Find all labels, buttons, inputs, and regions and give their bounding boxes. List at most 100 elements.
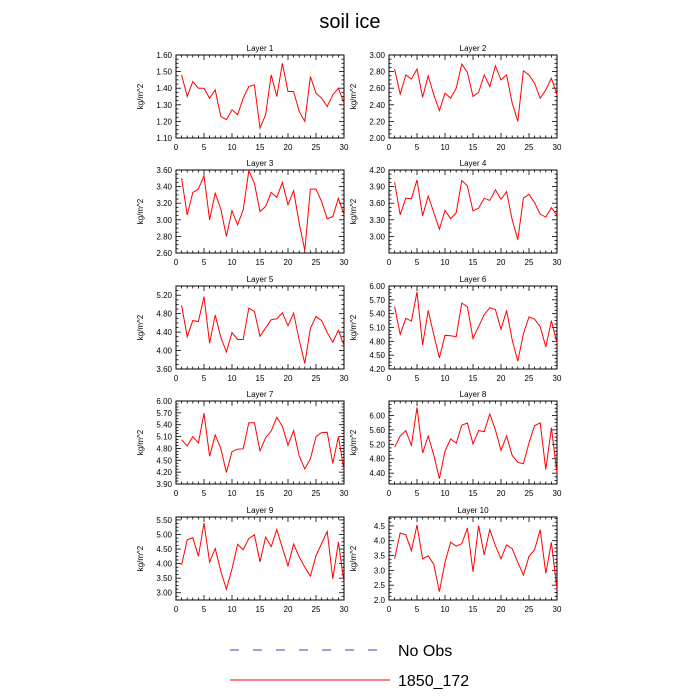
panels: Layer 1 kg/m^2 0 5 10 15 20 25 30 1.10 1.20 1.30 1.4… — [136, 44, 562, 614]
x-tick-label: 0 — [174, 143, 179, 152]
panel-layer-9: Layer 9 kg/m^2 0 5 10 15 20 25 30 3.00 3.50 4.00 4.5… — [136, 506, 349, 614]
x-tick-label: 0 — [387, 489, 392, 498]
x-tick-label: 10 — [228, 374, 237, 383]
y-axis-label: kg/m^2 — [349, 314, 358, 340]
y-tick-label: 4.80 — [369, 455, 385, 464]
panel-title: Layer 6 — [460, 275, 487, 284]
x-tick-label: 30 — [340, 605, 349, 614]
y-tick-label: 5.20 — [369, 440, 385, 449]
x-tick-label: 5 — [415, 605, 420, 614]
x-tick-label: 5 — [202, 374, 207, 383]
y-axis-label: kg/m^2 — [136, 83, 145, 109]
y-axis-label: kg/m^2 — [136, 198, 145, 224]
x-tick-label: 0 — [387, 143, 392, 152]
y-tick-label: 4.50 — [156, 456, 172, 465]
x-tick-label: 0 — [387, 605, 392, 614]
panel-title: Layer 8 — [460, 390, 487, 399]
panel-title: Layer 2 — [460, 44, 487, 53]
x-tick-label: 15 — [469, 143, 478, 152]
plot-frame — [388, 285, 558, 370]
y-tick-label: 5.40 — [369, 310, 385, 319]
x-tick-label: 25 — [525, 605, 534, 614]
x-tick-label: 0 — [174, 374, 179, 383]
y-tick-label: 3.60 — [156, 365, 172, 374]
panel-title: Layer 4 — [460, 159, 487, 168]
y-tick-label: 1.60 — [156, 51, 172, 60]
x-tick-label: 10 — [441, 143, 450, 152]
series-line — [181, 413, 345, 473]
x-tick-label: 20 — [284, 143, 293, 152]
x-tick-label: 20 — [284, 489, 293, 498]
x-tick-label: 30 — [553, 258, 562, 267]
x-tick-label: 15 — [256, 489, 265, 498]
y-tick-label: 2.40 — [369, 101, 385, 110]
x-tick-label: 20 — [497, 143, 506, 152]
y-tick-label: 6.00 — [369, 411, 385, 420]
x-tick-label: 20 — [284, 374, 293, 383]
panel-title: Layer 5 — [247, 275, 274, 284]
x-tick-label: 25 — [525, 258, 534, 267]
y-tick-label: 3.00 — [369, 232, 385, 241]
plot-frame — [175, 285, 345, 370]
x-tick-label: 25 — [525, 374, 534, 383]
y-axis-label: kg/m^2 — [136, 314, 145, 340]
y-tick-label: 5.50 — [156, 516, 172, 525]
y-tick-label: 1.30 — [156, 101, 172, 110]
y-tick-label: 3.50 — [156, 574, 172, 583]
y-tick-label: 6.00 — [156, 397, 172, 406]
y-tick-label: 3.00 — [156, 216, 172, 225]
y-tick-label: 5.60 — [369, 426, 385, 435]
x-tick-label: 30 — [340, 258, 349, 267]
y-tick-label: 5.70 — [369, 296, 385, 305]
x-tick-label: 0 — [174, 258, 179, 267]
series-line — [181, 63, 345, 130]
y-tick-label: 3.60 — [369, 199, 385, 208]
x-tick-label: 10 — [228, 258, 237, 267]
x-tick-label: 25 — [525, 489, 534, 498]
y-tick-label: 4.00 — [156, 560, 172, 569]
x-tick-label: 0 — [387, 374, 392, 383]
x-tick-label: 15 — [469, 605, 478, 614]
panel-title: Layer 10 — [457, 506, 489, 515]
x-tick-label: 25 — [312, 489, 321, 498]
x-tick-label: 20 — [497, 258, 506, 267]
y-tick-label: 6.00 — [369, 282, 385, 291]
y-tick-label: 2.80 — [369, 68, 385, 77]
y-axis-label: kg/m^2 — [349, 429, 358, 455]
x-tick-label: 10 — [228, 143, 237, 152]
y-tick-label: 2.60 — [369, 84, 385, 93]
x-tick-label: 15 — [256, 374, 265, 383]
y-tick-label: 5.10 — [156, 433, 172, 442]
y-axis-label: kg/m^2 — [136, 429, 145, 455]
x-tick-label: 0 — [174, 605, 179, 614]
y-tick-label: 4.20 — [156, 468, 172, 477]
y-axis-label: kg/m^2 — [349, 83, 358, 109]
y-tick-label: 3.90 — [156, 480, 172, 489]
y-tick-label: 5.70 — [156, 409, 172, 418]
panel-layer-4: Layer 4 kg/m^2 0 5 10 15 20 25 30 3.00 3.30 3.60 3.9… — [349, 159, 562, 267]
x-tick-label: 5 — [415, 143, 420, 152]
panel-title: Layer 3 — [247, 159, 274, 168]
y-tick-label: 5.40 — [156, 421, 172, 430]
legend-1850-172-label: 1850_172 — [398, 673, 469, 690]
x-tick-label: 20 — [497, 489, 506, 498]
series-line — [181, 523, 345, 592]
x-tick-label: 5 — [415, 374, 420, 383]
x-tick-label: 15 — [469, 374, 478, 383]
x-tick-label: 0 — [387, 258, 392, 267]
y-tick-label: 1.40 — [156, 84, 172, 93]
y-tick-label: 4.80 — [156, 310, 172, 319]
y-tick-label: 4.5 — [374, 522, 386, 531]
y-tick-label: 2.5 — [374, 581, 386, 590]
y-tick-label: 4.40 — [156, 328, 172, 337]
x-tick-label: 10 — [441, 489, 450, 498]
y-tick-label: 4.80 — [369, 337, 385, 346]
x-tick-label: 25 — [312, 258, 321, 267]
y-axis-label: kg/m^2 — [349, 198, 358, 224]
x-tick-label: 30 — [340, 489, 349, 498]
y-tick-label: 4.00 — [156, 347, 172, 356]
y-tick-label: 3.5 — [374, 552, 386, 561]
y-tick-label: 2.00 — [369, 134, 385, 143]
y-tick-label: 1.50 — [156, 68, 172, 77]
